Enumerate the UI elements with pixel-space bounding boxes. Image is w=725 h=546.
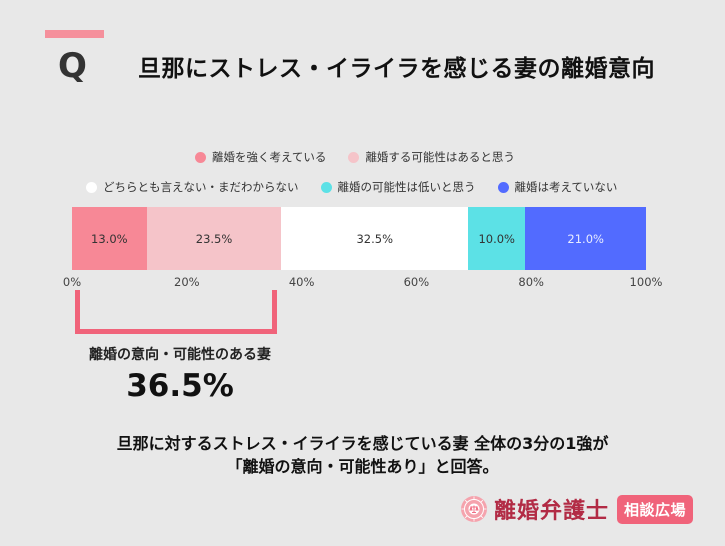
summary-line-2: 「離婚の意向・可能性あり」と回答。 <box>226 457 499 476</box>
x-tick: 100% <box>629 275 663 289</box>
annotation-bracket <box>75 290 277 334</box>
legend-dot-icon <box>497 181 509 193</box>
bar-segment-unlikely: 10.0% <box>468 207 526 270</box>
legend-item-undecided: どちらとも言えない・まだわからない <box>86 179 299 195</box>
legend-row-2: どちらとも言えない・まだわからない 離婚の可能性は低いと思う 離婚は考えていない <box>86 179 639 195</box>
legend-dot-icon <box>320 181 332 193</box>
lawyer-badge-icon <box>461 496 487 522</box>
legend-item-unlikely: 離婚の可能性は低いと思う <box>320 179 476 195</box>
segment-value: 32.5% <box>356 231 394 246</box>
x-tick: 80% <box>518 275 544 289</box>
brand-badge: 相談広場 <box>617 494 694 524</box>
bar-segment-possible: 23.5% <box>146 207 282 270</box>
legend-item-strongly-considering: 離婚を強く考えている <box>195 149 326 165</box>
segment-value: 10.0% <box>478 231 515 246</box>
legend-dot-icon <box>86 181 97 193</box>
question-label: Q <box>58 46 87 86</box>
stacked-bar: 13.0% 23.5% 32.5% 10.0% 21.0% <box>72 207 646 270</box>
x-axis: 0% 20% 40% 60% 80% 100% <box>63 275 663 291</box>
x-tick: 20% <box>174 275 200 289</box>
bar-segment-not-considering: 21.0% <box>525 207 646 270</box>
legend-item-not-considering: 離婚は考えていない <box>497 179 618 195</box>
legend-label: 離婚は考えていない <box>514 180 618 194</box>
brand-logo: 離婚弁護士 相談広場 <box>460 493 694 525</box>
legend-item-possible: 離婚する可能性はあると思う <box>348 149 515 165</box>
legend-label: 離婚の可能性は低いと思う <box>337 180 476 194</box>
brand-name: 離婚弁護士 <box>494 499 610 524</box>
x-tick: 60% <box>403 275 430 289</box>
legend-dot-icon <box>195 151 206 163</box>
question-accent-bar <box>45 30 104 38</box>
annotation-value: 36.5% <box>126 368 234 404</box>
segment-value: 13.0% <box>91 231 128 246</box>
legend-dot-icon <box>348 151 360 163</box>
bar-segment-strongly-considering: 13.0% <box>72 207 147 270</box>
legend-label: 離婚を強く考えている <box>212 150 327 164</box>
summary-line-1: 旦那に対するストレス・イライラを感じている妻 全体の3分の1強が <box>116 434 609 453</box>
legend-row-1: 離婚を強く考えている 離婚する可能性はあると思う <box>195 149 537 165</box>
segment-value: 23.5% <box>195 231 233 246</box>
legend-label: どちらとも言えない・まだわからない <box>103 180 299 194</box>
legend-label: 離婚する可能性はあると思う <box>365 150 515 164</box>
x-tick: 0% <box>62 275 82 289</box>
annotation-label: 離婚の意向・可能性のある妻 <box>89 347 271 363</box>
chart-title: 旦那にストレス・イライラを感じる妻の離婚意向 <box>138 56 655 82</box>
x-tick: 40% <box>288 275 315 289</box>
bar-segment-undecided: 32.5% <box>281 207 469 270</box>
segment-value: 21.0% <box>567 231 604 246</box>
